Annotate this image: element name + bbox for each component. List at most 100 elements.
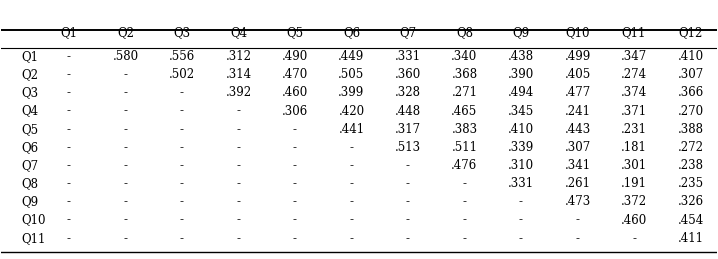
Text: -: -: [236, 123, 241, 136]
Text: -: -: [406, 159, 410, 172]
Text: .345: .345: [508, 105, 534, 118]
Text: .366: .366: [677, 87, 704, 99]
Text: -: -: [67, 177, 71, 190]
Text: .312: .312: [225, 50, 251, 63]
Text: .270: .270: [678, 105, 704, 118]
Text: .460: .460: [621, 214, 647, 227]
Text: -: -: [67, 196, 71, 208]
Text: .438: .438: [508, 50, 534, 63]
Text: -: -: [519, 196, 523, 208]
Text: .392: .392: [225, 87, 251, 99]
Text: -: -: [67, 50, 71, 63]
Text: -: -: [67, 87, 71, 99]
Text: Q3: Q3: [21, 87, 38, 99]
Text: -: -: [519, 232, 523, 245]
Text: -: -: [293, 123, 297, 136]
Text: -: -: [67, 68, 71, 81]
Text: -: -: [123, 87, 128, 99]
Text: Q8: Q8: [456, 26, 473, 39]
Text: .383: .383: [452, 123, 477, 136]
Text: .441: .441: [338, 123, 365, 136]
Text: .443: .443: [564, 123, 591, 136]
Text: .331: .331: [395, 50, 421, 63]
Text: .271: .271: [452, 87, 477, 99]
Text: .340: .340: [452, 50, 477, 63]
Text: -: -: [350, 141, 353, 154]
Text: -: -: [293, 177, 297, 190]
Text: -: -: [406, 196, 410, 208]
Text: -: -: [180, 141, 184, 154]
Text: .238: .238: [678, 159, 704, 172]
Text: -: -: [67, 159, 71, 172]
Text: Q1: Q1: [21, 50, 38, 63]
Text: -: -: [236, 105, 241, 118]
Text: .306: .306: [282, 105, 308, 118]
Text: -: -: [293, 214, 297, 227]
Text: -: -: [180, 232, 184, 245]
Text: -: -: [236, 177, 241, 190]
Text: -: -: [350, 196, 353, 208]
Text: -: -: [462, 214, 467, 227]
Text: -: -: [406, 177, 410, 190]
Text: .420: .420: [338, 105, 365, 118]
Text: -: -: [67, 105, 71, 118]
Text: Q1: Q1: [60, 26, 78, 39]
Text: .307: .307: [564, 141, 591, 154]
Text: .449: .449: [338, 50, 365, 63]
Text: -: -: [123, 232, 128, 245]
Text: Q11: Q11: [21, 232, 45, 245]
Text: -: -: [406, 232, 410, 245]
Text: -: -: [462, 177, 467, 190]
Text: .505: .505: [338, 68, 365, 81]
Text: .372: .372: [621, 196, 647, 208]
Text: .317: .317: [395, 123, 421, 136]
Text: .490: .490: [282, 50, 308, 63]
Text: -: -: [180, 123, 184, 136]
Text: .399: .399: [338, 87, 365, 99]
Text: .261: .261: [564, 177, 590, 190]
Text: .272: .272: [678, 141, 704, 154]
Text: -: -: [180, 214, 184, 227]
Text: Q12: Q12: [679, 26, 703, 39]
Text: -: -: [67, 123, 71, 136]
Text: -: -: [67, 232, 71, 245]
Text: -: -: [236, 159, 241, 172]
Text: -: -: [123, 105, 128, 118]
Text: -: -: [576, 232, 579, 245]
Text: Q9: Q9: [513, 26, 530, 39]
Text: -: -: [123, 196, 128, 208]
Text: .301: .301: [621, 159, 647, 172]
Text: -: -: [462, 232, 467, 245]
Text: -: -: [180, 105, 184, 118]
Text: -: -: [123, 141, 128, 154]
Text: .390: .390: [508, 68, 534, 81]
Text: .494: .494: [508, 87, 534, 99]
Text: .511: .511: [452, 141, 477, 154]
Text: .556: .556: [169, 50, 195, 63]
Text: .360: .360: [395, 68, 421, 81]
Text: Q3: Q3: [174, 26, 190, 39]
Text: .331: .331: [508, 177, 534, 190]
Text: .580: .580: [113, 50, 139, 63]
Text: -: -: [350, 159, 353, 172]
Text: -: -: [462, 196, 467, 208]
Text: -: -: [123, 159, 128, 172]
Text: .231: .231: [621, 123, 647, 136]
Text: .314: .314: [225, 68, 251, 81]
Text: -: -: [67, 141, 71, 154]
Text: .410: .410: [508, 123, 534, 136]
Text: Q9: Q9: [21, 196, 38, 208]
Text: .339: .339: [508, 141, 534, 154]
Text: Q8: Q8: [21, 177, 38, 190]
Text: Q7: Q7: [21, 159, 38, 172]
Text: .502: .502: [169, 68, 195, 81]
Text: Q4: Q4: [21, 105, 38, 118]
Text: -: -: [293, 159, 297, 172]
Text: -: -: [123, 68, 128, 81]
Text: .513: .513: [395, 141, 421, 154]
Text: Q7: Q7: [399, 26, 416, 39]
Text: Q10: Q10: [21, 214, 45, 227]
Text: -: -: [180, 196, 184, 208]
Text: .328: .328: [395, 87, 421, 99]
Text: Q6: Q6: [21, 141, 38, 154]
